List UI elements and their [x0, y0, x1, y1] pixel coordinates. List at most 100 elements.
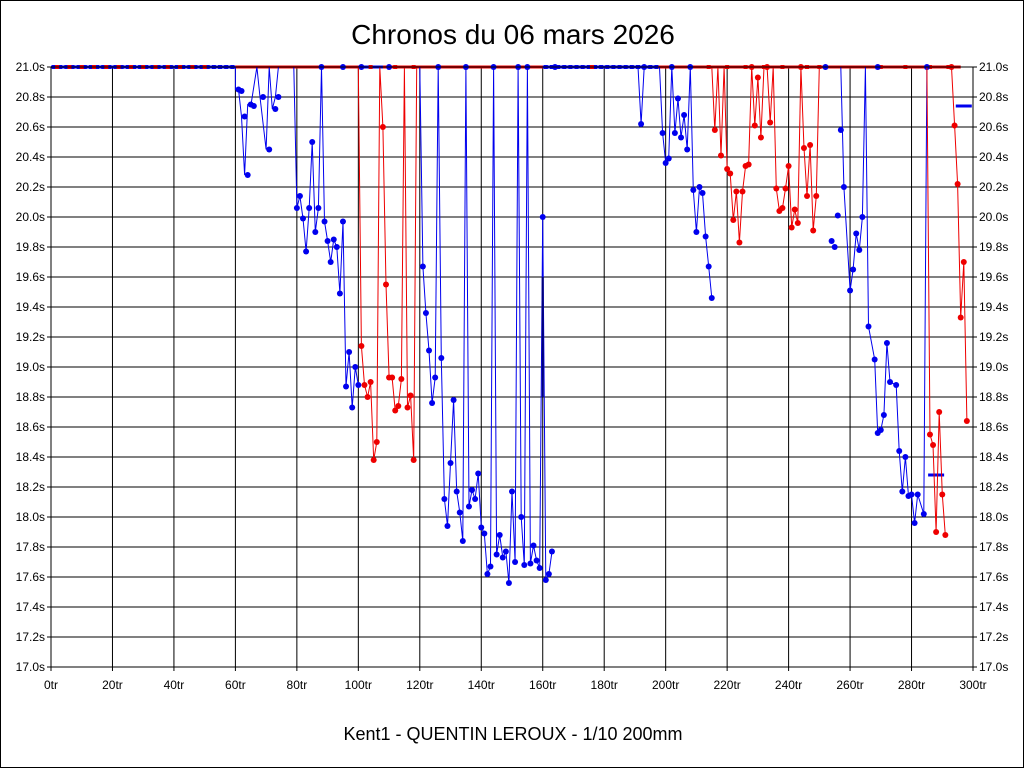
y-tick-label-left: 17.2s	[16, 630, 45, 644]
data-point	[300, 215, 307, 222]
data-point	[530, 542, 537, 549]
data-point	[794, 220, 801, 226]
series-line	[926, 66, 946, 536]
x-tick-label: 180tr	[591, 678, 618, 692]
data-point	[395, 403, 402, 409]
data-point	[339, 218, 346, 225]
data-point	[807, 142, 814, 148]
data-point	[671, 130, 678, 136]
data-point	[896, 448, 903, 454]
y-tick-label-right: 21.0s	[979, 60, 1008, 74]
data-point	[751, 122, 758, 129]
data-point	[788, 224, 795, 231]
data-point	[853, 230, 860, 237]
data-point	[426, 347, 433, 354]
data-point	[238, 88, 245, 94]
y-tick-label-left: 18.8s	[16, 390, 45, 404]
data-point	[859, 214, 866, 220]
data-point	[745, 161, 752, 168]
data-point	[850, 266, 857, 273]
y-tick-label-left: 20.8s	[16, 90, 45, 104]
y-tick-label-left: 19.8s	[16, 240, 45, 254]
y-tick-label-right: 19.4s	[979, 300, 1008, 314]
data-point	[908, 491, 915, 498]
x-tick-label: 160tr	[529, 678, 556, 692]
y-tick-label-left: 17.8s	[16, 540, 45, 554]
data-point	[930, 442, 937, 448]
x-tick-label: 260tr	[836, 678, 863, 692]
y-tick-label-right: 17.6s	[979, 570, 1008, 584]
data-point	[893, 382, 900, 388]
data-point	[355, 382, 362, 388]
y-tick-label-left: 18.0s	[16, 510, 45, 524]
data-point	[527, 560, 534, 567]
data-point	[493, 551, 500, 558]
plot-area-border	[50, 66, 974, 668]
data-point	[926, 431, 933, 438]
chart-footer: Kent1 - QUENTIN LEROUX - 1/10 200mm	[343, 724, 682, 744]
data-point	[865, 323, 872, 330]
y-tick-label-right: 18.4s	[979, 450, 1008, 464]
y-tick-label-right: 20.2s	[979, 180, 1008, 194]
data-point	[478, 524, 485, 531]
data-point	[542, 577, 549, 583]
y-tick-label-left: 19.4s	[16, 300, 45, 314]
data-point	[422, 310, 429, 316]
data-point	[361, 382, 368, 388]
data-point	[533, 557, 540, 564]
series-line	[951, 66, 968, 422]
data-point	[545, 571, 552, 577]
data-point	[521, 562, 528, 568]
data-point	[410, 457, 417, 463]
data-point	[963, 418, 970, 424]
data-point	[899, 488, 906, 495]
data-point	[447, 460, 454, 466]
data-point	[813, 193, 820, 199]
data-point	[293, 205, 300, 211]
data-point	[730, 217, 737, 223]
data-point	[312, 229, 319, 235]
data-point	[711, 127, 718, 133]
x-tick-label: 40tr	[164, 678, 185, 692]
data-point	[512, 559, 519, 565]
y-tick-label-right: 19.2s	[979, 330, 1008, 344]
x-tick-label: 300tr	[959, 678, 986, 692]
data-point	[840, 184, 847, 190]
chart-title: Chronos du 06 mars 2026	[351, 19, 675, 50]
data-point	[306, 205, 313, 211]
data-point	[702, 233, 709, 240]
data-point	[481, 530, 488, 537]
data-point	[960, 259, 967, 265]
data-point	[370, 457, 377, 463]
data-point	[324, 238, 331, 244]
y-tick-label-left: 20.2s	[16, 180, 45, 194]
y-tick-label-left: 21.0s	[16, 60, 45, 74]
data-point	[333, 244, 340, 250]
data-point	[856, 247, 863, 253]
data-point	[509, 488, 515, 495]
data-point	[954, 181, 961, 187]
data-point	[914, 491, 921, 498]
x-tick-label: 20tr	[102, 678, 123, 692]
data-point	[352, 364, 359, 370]
x-tick-label: 240tr	[775, 678, 802, 692]
data-point	[407, 392, 414, 399]
data-point	[834, 212, 841, 219]
series-line	[542, 66, 713, 299]
y-tick-label-left: 20.6s	[16, 120, 45, 134]
y-tick-label-right: 18.0s	[979, 510, 1008, 524]
data-point	[419, 263, 426, 270]
y-tick-label-right: 17.0s	[979, 660, 1008, 674]
data-point	[957, 314, 964, 321]
data-point	[505, 580, 512, 586]
data-point	[717, 152, 724, 159]
data-point	[389, 374, 396, 381]
y-tick-label-right: 19.6s	[979, 270, 1008, 284]
series-line	[711, 66, 820, 243]
x-tick-label: 100tr	[345, 678, 372, 692]
data-point	[309, 139, 316, 145]
data-point	[736, 239, 743, 246]
data-point	[303, 248, 310, 255]
